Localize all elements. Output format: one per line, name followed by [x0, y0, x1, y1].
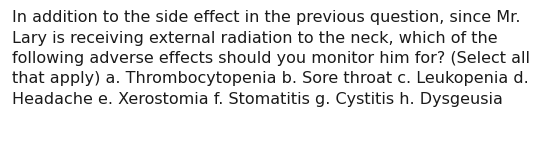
Text: In addition to the side effect in the previous question, since Mr.
Lary is recei: In addition to the side effect in the pr… — [12, 10, 530, 107]
